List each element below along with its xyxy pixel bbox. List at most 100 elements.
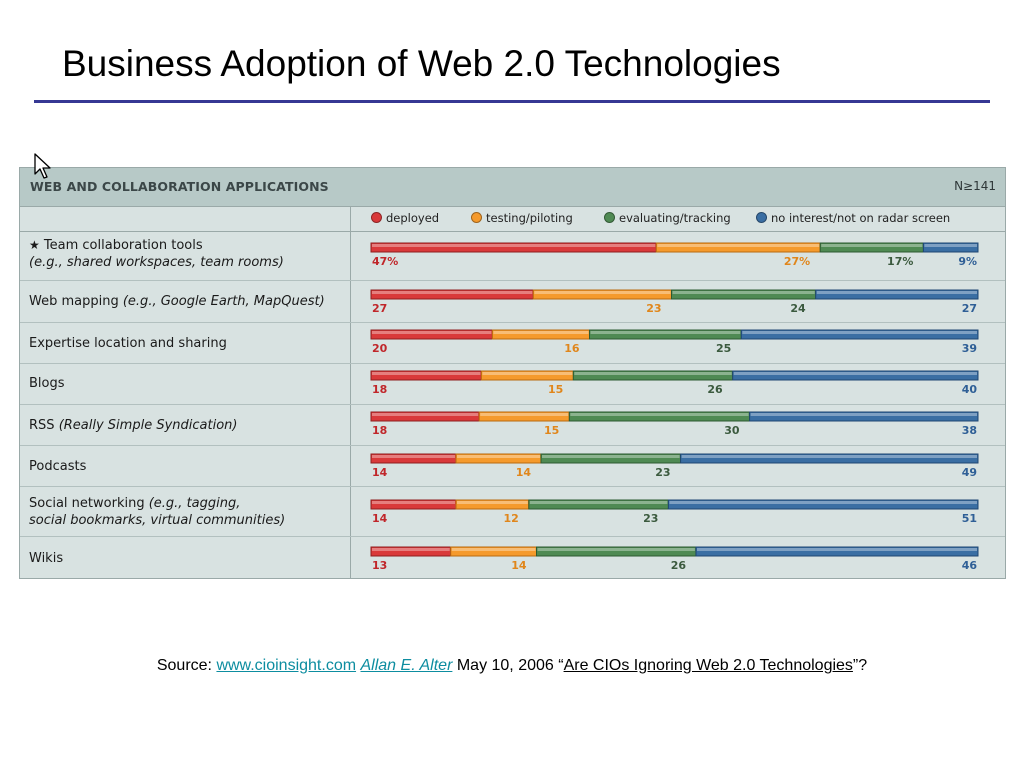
row-label-rss: RSS (Really Simple Syndication) — [29, 417, 237, 434]
row-name: RSS — [29, 418, 55, 433]
row-label-expertise: Expertise location and sharing — [29, 335, 227, 352]
value-label-testing: 15 — [544, 424, 559, 437]
title-divider — [34, 100, 990, 103]
legend-label: no interest/not on radar screen — [771, 211, 951, 225]
row-divider — [20, 404, 1005, 405]
row-name: Podcasts — [29, 459, 87, 474]
bar-no-interest — [667, 499, 979, 510]
bar-no-interest — [732, 370, 979, 381]
slide-title: Business Adoption of Web 2.0 Technologie… — [62, 43, 781, 84]
sample-size-label: N≥141 — [954, 179, 996, 193]
value-label-testing: 23 — [646, 302, 661, 315]
value-label-no-interest: 51 — [962, 512, 977, 525]
legend-item-deployed: deployed — [371, 211, 439, 225]
source-article-link[interactable]: Are CIOs Ignoring Web 2.0 Technologies — [563, 657, 853, 674]
value-label-evaluating: 23 — [655, 466, 670, 479]
value-label-no-interest: 9% — [958, 255, 977, 268]
bar-highlight — [529, 501, 668, 504]
row-name: Expertise location and sharing — [29, 336, 227, 351]
bar-highlight — [681, 455, 977, 458]
bar-no-interest — [680, 453, 979, 464]
row-detail: (e.g., tagging, — [148, 496, 241, 511]
row-label-team-collaboration: ★ Team collaboration tools (e.g., shared … — [29, 237, 284, 271]
source-site-link[interactable]: www.cioinsight.com — [216, 657, 357, 674]
source-prefix: Source: — [156, 657, 217, 674]
value-label-evaluating: 24 — [790, 302, 806, 315]
bar-highlight — [372, 455, 455, 458]
value-label-no-interest: 40 — [962, 383, 978, 396]
row-name: Social networking — [29, 496, 145, 511]
bar-highlight — [672, 291, 815, 294]
legend-item-no-interest: no interest/not on radar screen — [756, 211, 950, 225]
bar-no-interest — [740, 329, 979, 340]
bar-highlight — [372, 291, 533, 294]
bar-highlight — [590, 331, 741, 334]
panel-title: WEB AND COLLABORATION APPLICATIONS — [30, 179, 329, 194]
value-label-evaluating: 23 — [643, 512, 658, 525]
red-dot-icon — [371, 212, 382, 223]
bar-highlight — [816, 291, 977, 294]
source-author-link[interactable]: Allan E. Alter — [360, 657, 453, 674]
bar-highlight — [480, 413, 569, 416]
row-divider — [20, 445, 1005, 446]
value-label-testing: 16 — [564, 342, 580, 355]
bar-highlight — [493, 331, 589, 334]
bar-highlight — [451, 548, 536, 551]
bar-highlight — [733, 372, 977, 375]
row-detail: (e.g., shared workspaces, team rooms) — [29, 255, 284, 270]
row-divider — [20, 322, 1005, 323]
value-label-testing: 15 — [548, 383, 563, 396]
row-label-social-networking: Social networking (e.g., tagging, social … — [29, 495, 285, 529]
value-label-no-interest: 46 — [962, 559, 978, 572]
value-label-deployed: 14 — [372, 512, 388, 525]
value-label-testing: 14 — [516, 466, 532, 479]
source-date: May 10, 2006 “ — [452, 657, 564, 674]
value-label-no-interest: 39 — [962, 342, 977, 355]
star-icon: ★ — [29, 238, 40, 252]
row-name: Blogs — [29, 376, 65, 391]
value-label-no-interest: 49 — [962, 466, 977, 479]
bar-highlight — [372, 372, 481, 375]
value-label-deployed: 18 — [372, 424, 387, 437]
row-name: Web mapping — [29, 294, 119, 309]
bar-highlight — [697, 548, 977, 551]
row-divider — [20, 363, 1005, 364]
panel-header: WEB AND COLLABORATION APPLICATIONS N≥141 — [20, 168, 1005, 207]
bar-highlight — [372, 413, 479, 416]
chart-panel: WEB AND COLLABORATION APPLICATIONS N≥141… — [19, 167, 1006, 579]
row-detail: (e.g., Google Earth, MapQuest) — [122, 294, 325, 309]
value-label-deployed: 27 — [372, 302, 387, 315]
value-label-testing: 14 — [511, 559, 527, 572]
green-dot-icon — [604, 212, 615, 223]
source-suffix: ”? — [852, 657, 868, 674]
bar-highlight — [537, 548, 695, 551]
bar-highlight — [924, 244, 977, 247]
value-label-deployed: 13 — [372, 559, 387, 572]
bar-highlight — [372, 501, 455, 504]
value-label-evaluating: 17% — [887, 255, 913, 268]
row-divider — [20, 486, 1005, 487]
bar-highlight — [657, 244, 820, 247]
value-label-deployed: 20 — [372, 342, 388, 355]
column-divider — [350, 206, 351, 579]
bar-highlight — [821, 244, 923, 247]
row-label-wikis: Wikis — [29, 550, 63, 567]
bar-highlight — [534, 291, 671, 294]
row-label-podcasts: Podcasts — [29, 458, 86, 475]
bar-highlight — [669, 501, 977, 504]
legend-label: deployed — [386, 211, 440, 225]
bar-highlight — [372, 548, 450, 551]
bar-highlight — [372, 244, 656, 247]
value-label-evaluating: 26 — [671, 559, 687, 572]
row-label-web-mapping: Web mapping (e.g., Google Earth, MapQues… — [29, 293, 325, 310]
row-label-blogs: Blogs — [29, 375, 65, 392]
legend-item-evaluating: evaluating/tracking — [604, 211, 731, 225]
value-label-testing: 12 — [503, 512, 518, 525]
row-divider — [20, 536, 1005, 537]
legend: deployed testing/piloting evaluating/tra… — [20, 206, 1005, 232]
bar-highlight — [574, 372, 732, 375]
value-label-deployed: 14 — [372, 466, 388, 479]
blue-dot-icon — [756, 212, 767, 223]
bar-highlight — [742, 331, 977, 334]
bar-highlight — [542, 455, 680, 458]
